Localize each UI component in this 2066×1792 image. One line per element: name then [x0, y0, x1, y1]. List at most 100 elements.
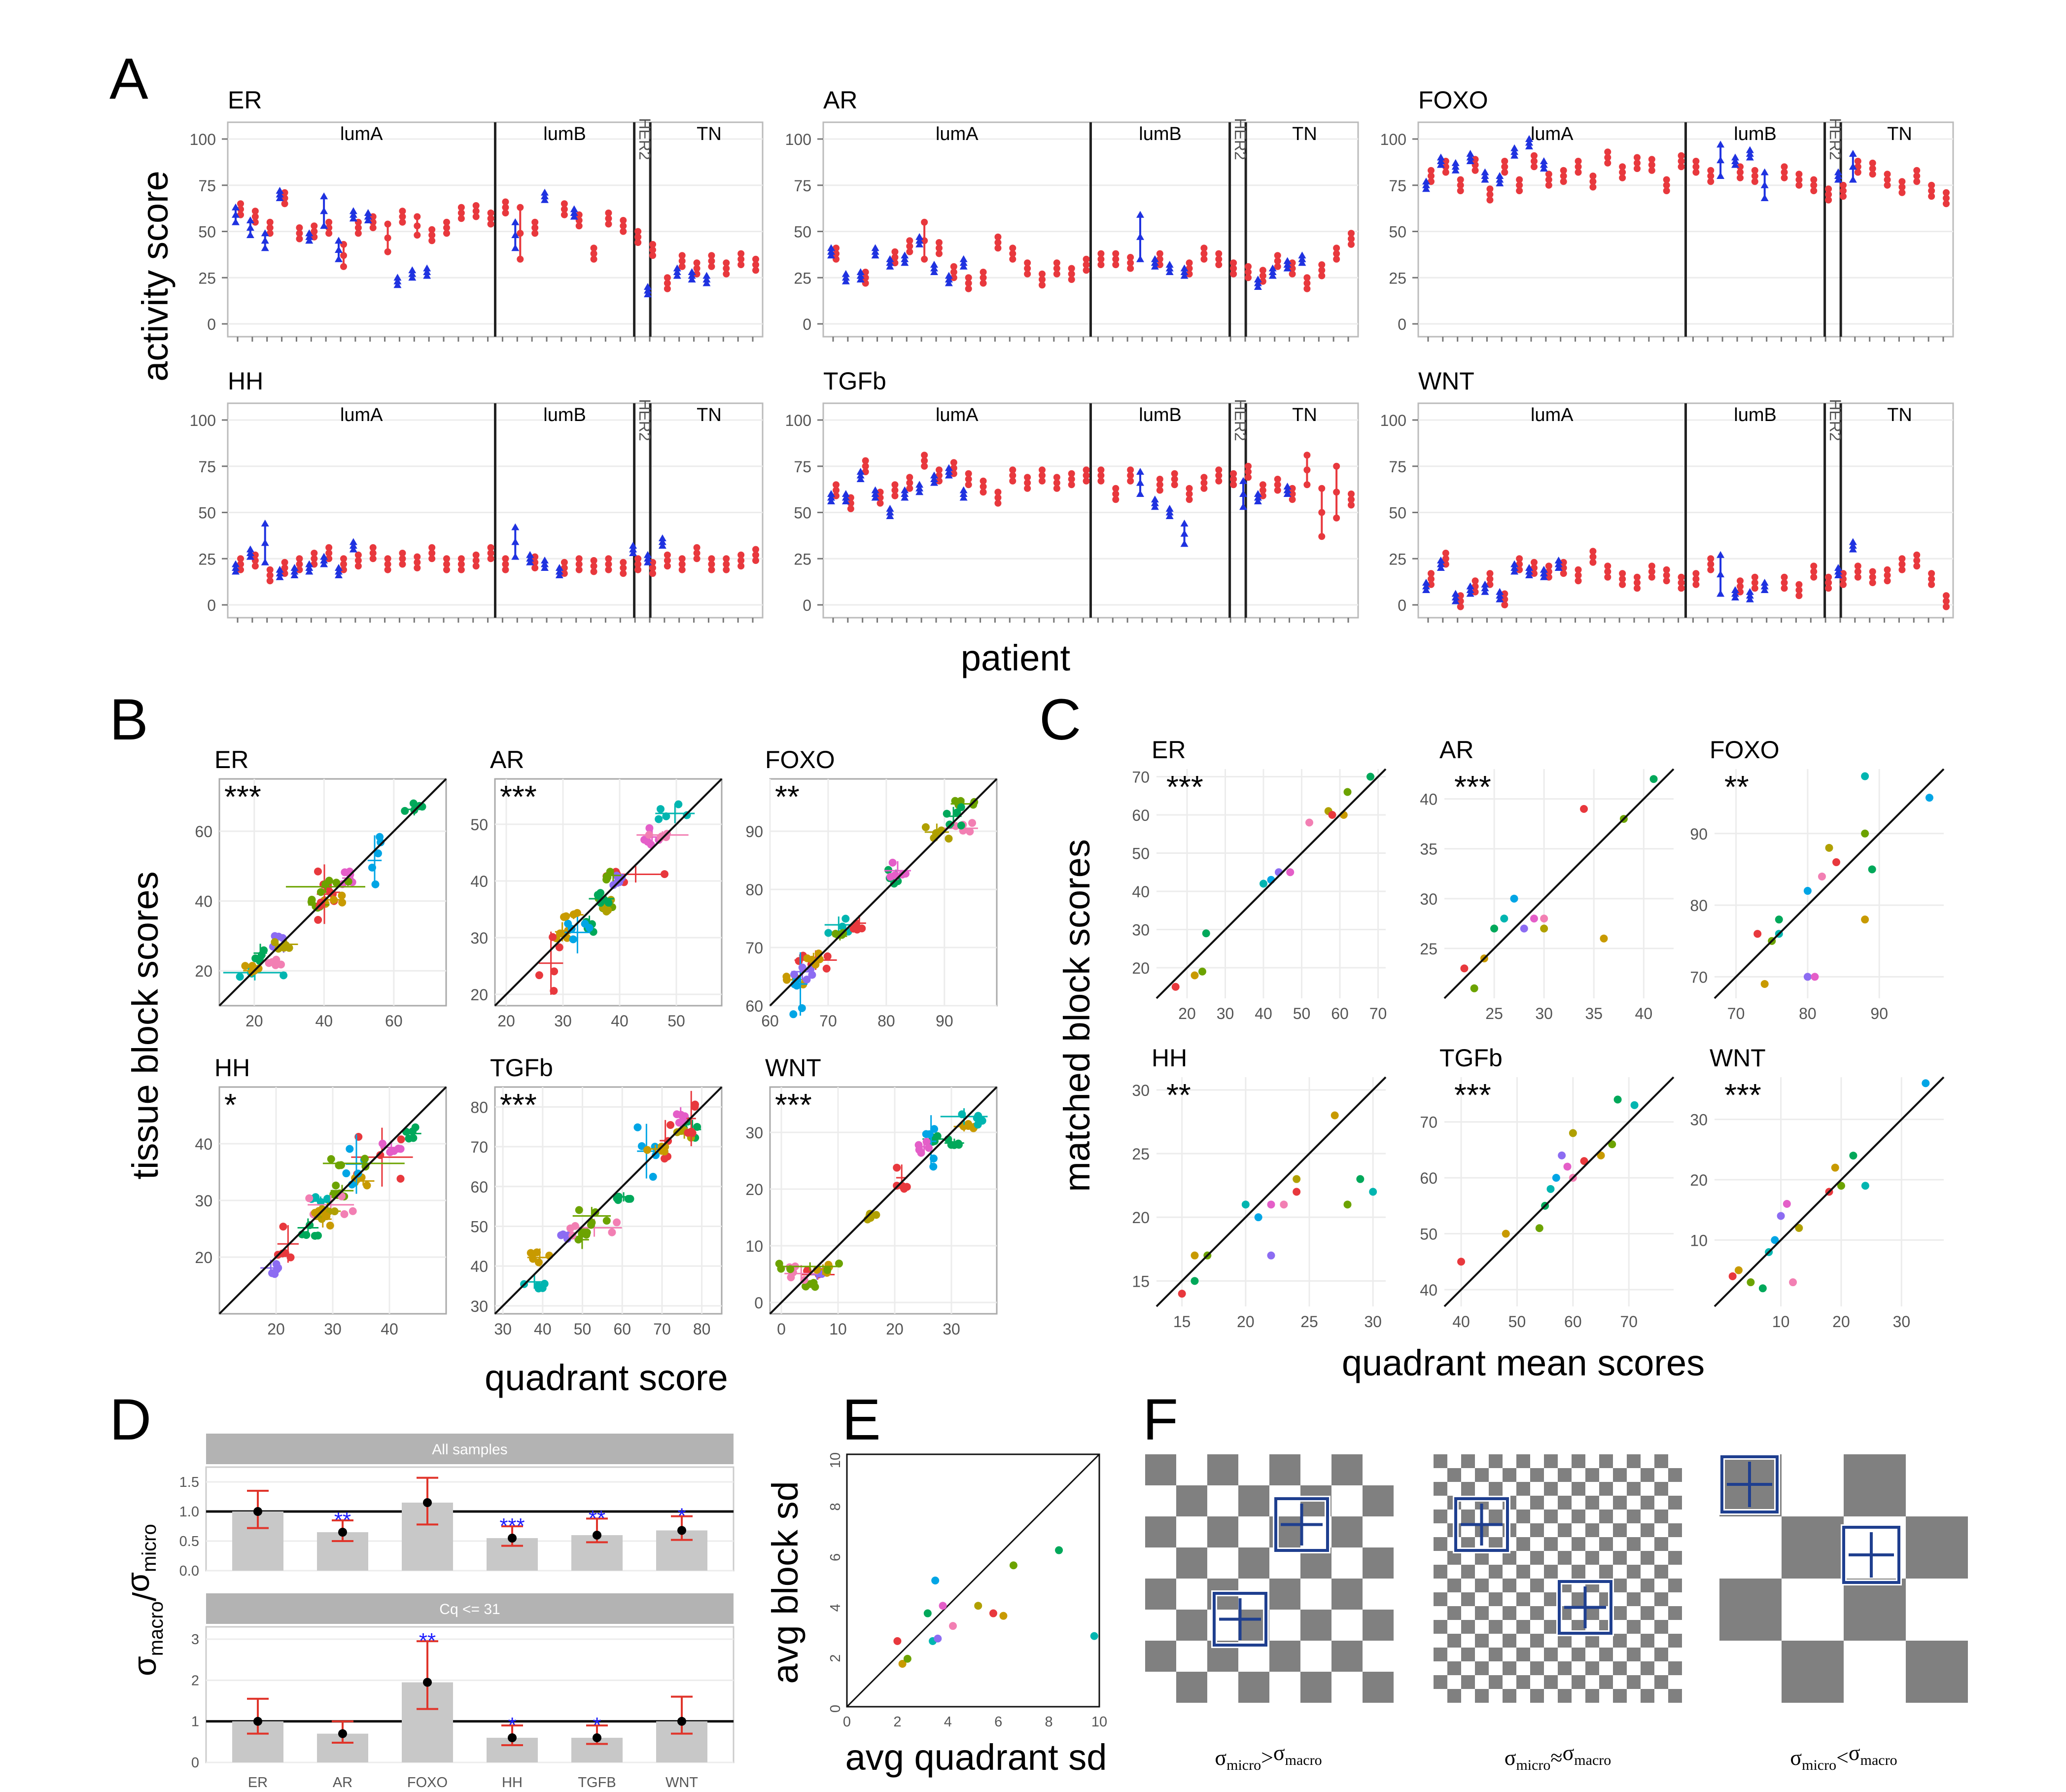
blue-point [1466, 590, 1474, 597]
checker-cell [1176, 1547, 1207, 1579]
blue-point [841, 274, 850, 281]
data-point [1775, 915, 1783, 924]
red-point [1678, 158, 1685, 165]
checker-cell [1516, 1454, 1530, 1468]
red-point [560, 211, 568, 218]
blue-point [1849, 163, 1857, 170]
red-point [994, 494, 1002, 501]
red-point [399, 555, 406, 562]
blue-point [1254, 497, 1262, 504]
y-tick-label: 50 [198, 504, 216, 522]
blue-point [945, 279, 953, 286]
red-point [1039, 477, 1046, 485]
red-point [281, 559, 288, 566]
blue-point [1283, 264, 1292, 272]
x-tick-label: 25 [1485, 1005, 1503, 1022]
red-point [1068, 470, 1075, 477]
red-point [1707, 178, 1715, 185]
subplot-title: ER [228, 86, 262, 114]
red-point [296, 224, 303, 231]
red-point [1348, 235, 1355, 243]
red-point [1531, 158, 1538, 165]
y-tick-label: 10 [1690, 1231, 1708, 1249]
data-point [645, 831, 653, 839]
blue-point [1422, 185, 1430, 192]
x-tick-label: 30 [324, 1320, 342, 1338]
checker-cell [1207, 1516, 1238, 1547]
red-point [1825, 579, 1832, 586]
red-point [1186, 485, 1193, 492]
red-point [281, 564, 288, 571]
blue-point [1834, 168, 1842, 176]
subplot-title: AR [490, 746, 524, 773]
x-tick-label: 30 [1535, 1005, 1553, 1022]
blue-point [232, 203, 240, 211]
blue-point [1481, 584, 1489, 592]
blue-point [856, 475, 865, 482]
y-tick-label: 20 [745, 1181, 763, 1198]
mean-point [253, 1717, 262, 1726]
blue-point [320, 192, 328, 200]
data-point [614, 1196, 622, 1204]
data-point [890, 871, 899, 879]
blue-point [1436, 161, 1445, 168]
blue-point [1510, 144, 1519, 151]
y-label-part: σ [119, 1572, 156, 1592]
data-point [582, 1230, 591, 1239]
red-point [1083, 477, 1090, 485]
blue-point [305, 237, 314, 244]
red-point [1083, 472, 1090, 479]
data-point [322, 1212, 331, 1221]
y-tick-label: 10 [828, 1452, 843, 1468]
red-point [1097, 466, 1105, 474]
identity-line [769, 778, 998, 1007]
group-label: lumA [1531, 124, 1574, 144]
red-point [1619, 570, 1626, 577]
y-tick-label: 25 [1420, 940, 1437, 958]
red-point [354, 551, 362, 559]
blue-point [1180, 540, 1189, 547]
red-point [1604, 568, 1611, 575]
data-point [674, 800, 683, 808]
checker-cell [1654, 1454, 1668, 1468]
red-point [708, 263, 715, 270]
blue-point [1283, 261, 1292, 268]
blue-point [290, 571, 299, 578]
red-point [980, 483, 987, 490]
red-point [1854, 568, 1861, 575]
facet-strip [206, 1434, 734, 1464]
data-point [363, 1181, 371, 1190]
blue-point [1451, 594, 1460, 600]
red-point [1575, 163, 1582, 171]
red-point [266, 566, 274, 573]
data-point [311, 1209, 319, 1217]
data-point [330, 1207, 339, 1216]
group-label: lumB [543, 124, 586, 144]
checker-cell [1613, 1523, 1627, 1537]
y-tick-label: 40 [1132, 883, 1150, 901]
red-point [1781, 163, 1788, 171]
red-point [1200, 485, 1208, 492]
red-point [1215, 250, 1223, 257]
data-point [341, 868, 349, 877]
blue-point [1422, 177, 1430, 185]
red-point [1943, 189, 1950, 196]
checker-cell [1489, 1454, 1503, 1468]
checker-cell [1434, 1620, 1447, 1634]
blue-point [276, 187, 284, 194]
y-tick-label: 25 [1389, 269, 1406, 287]
red-point [737, 250, 745, 257]
data-point [608, 1228, 616, 1236]
checker-cell [1844, 1579, 1906, 1641]
significance-stars: *** [1166, 769, 1203, 805]
red-point [1648, 568, 1655, 575]
blue-point [1731, 594, 1739, 600]
red-point [1068, 476, 1075, 483]
red-point [472, 557, 480, 564]
red-point [1692, 158, 1700, 165]
red-point [1692, 163, 1700, 171]
data-point [575, 1206, 583, 1214]
